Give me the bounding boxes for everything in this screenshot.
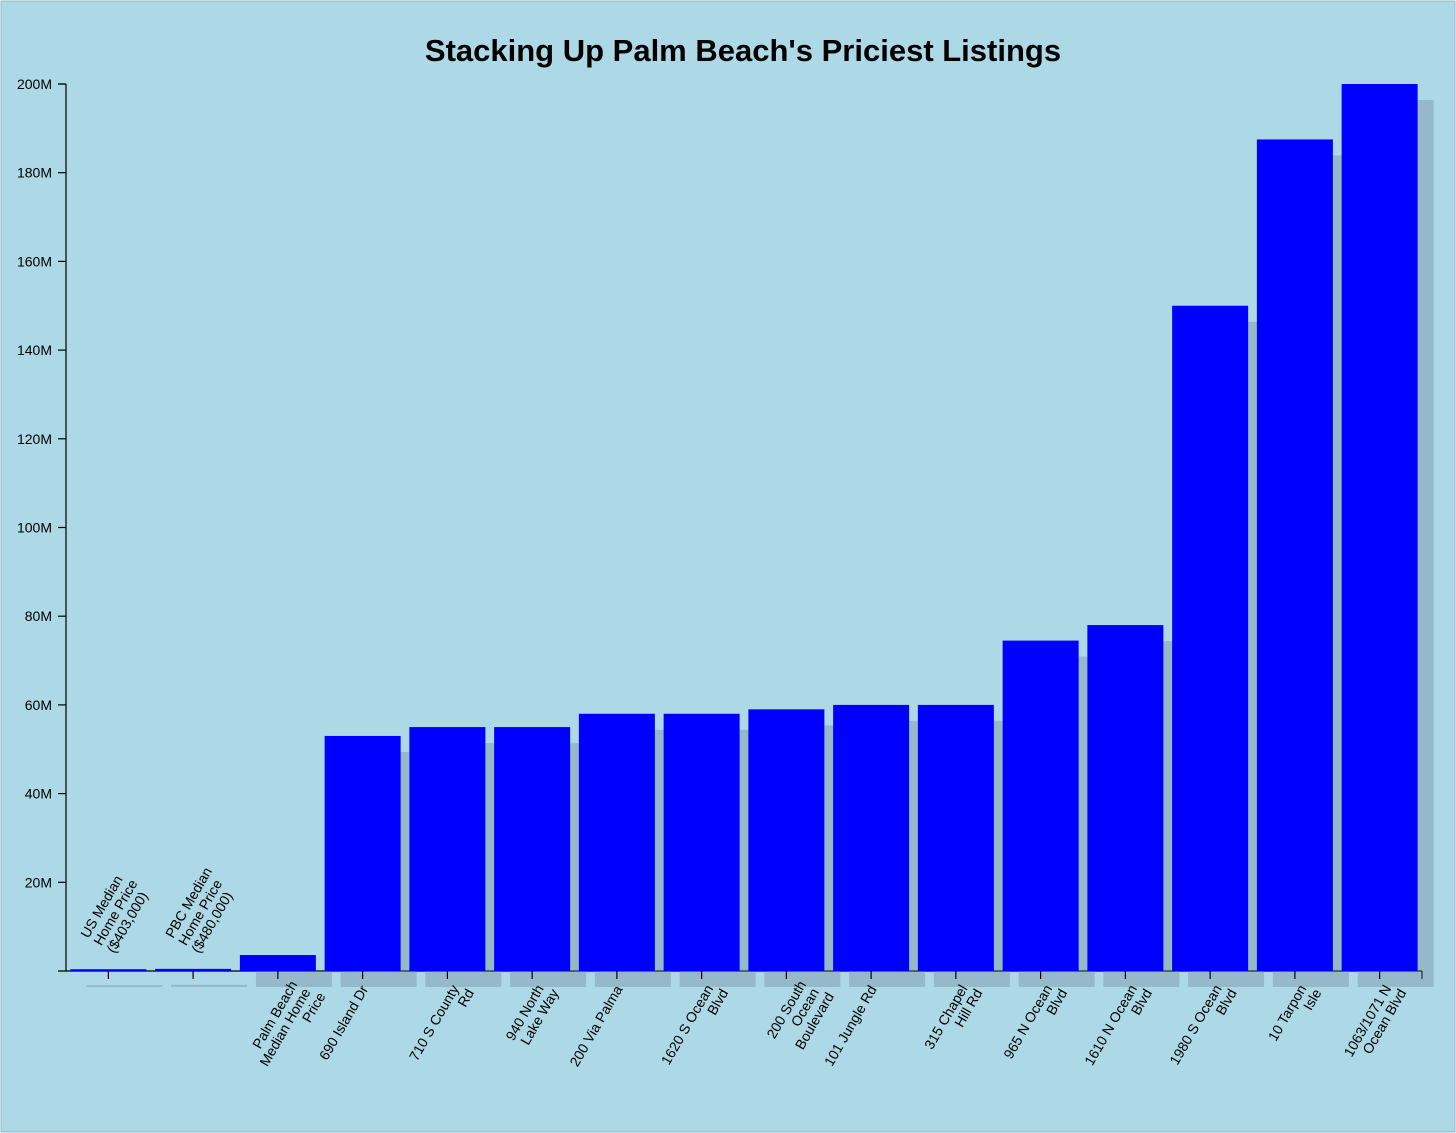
bar xyxy=(70,969,147,971)
bar xyxy=(578,713,655,971)
bar xyxy=(155,968,232,971)
bar xyxy=(324,735,401,971)
bar xyxy=(1002,640,1079,971)
bar xyxy=(494,727,571,971)
y-tick-label: 180M xyxy=(17,165,52,181)
y-tick-label: 20M xyxy=(25,874,52,890)
bar xyxy=(409,727,486,971)
y-tick-label: 140M xyxy=(17,342,52,358)
bar xyxy=(239,955,316,971)
bar-shadow xyxy=(171,984,248,987)
bar xyxy=(748,709,825,971)
bar-shadow xyxy=(86,985,163,987)
y-tick-label: 60M xyxy=(25,697,52,713)
bar xyxy=(917,704,994,971)
bar xyxy=(1172,305,1249,971)
bar xyxy=(1256,139,1333,971)
y-tick-label: 160M xyxy=(17,253,52,269)
bar xyxy=(663,713,740,971)
y-tick-label: 100M xyxy=(17,520,52,536)
bar xyxy=(1341,84,1418,971)
bar xyxy=(1087,625,1164,971)
y-tick-label: 200M xyxy=(17,76,52,92)
bar xyxy=(833,704,910,971)
bar-shadow xyxy=(255,971,332,987)
y-tick-label: 40M xyxy=(25,786,52,802)
y-tick-label: 80M xyxy=(25,608,52,624)
chart-title: Stacking Up Palm Beach's Priciest Listin… xyxy=(425,33,1061,68)
y-tick-label: 120M xyxy=(17,431,52,447)
